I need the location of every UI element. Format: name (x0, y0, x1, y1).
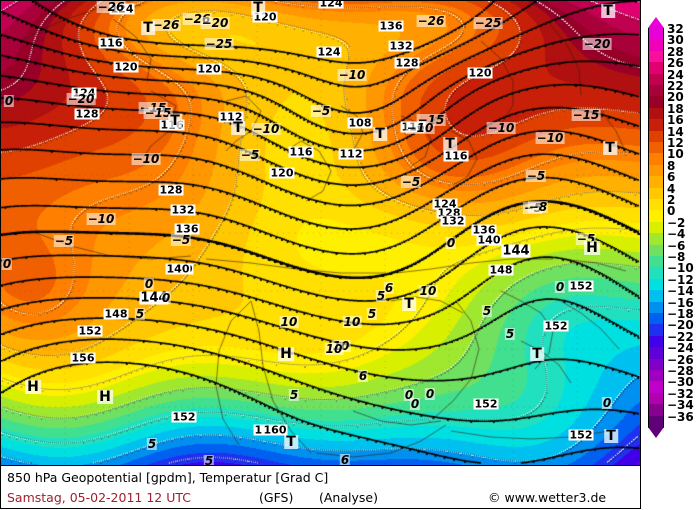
colorbar-tick-label: 24 (667, 67, 684, 82)
colorbar-tick-label: 30 (667, 33, 684, 48)
colorbar-tick-label: 14 (667, 124, 684, 139)
colorbar-tick-label: 16 (667, 113, 684, 128)
colorbar-tick-label: 32 (667, 22, 684, 36)
colorbar-tick-label: −14 (667, 284, 694, 299)
colorbar-tick-label: −30 (667, 375, 694, 390)
colorbar-tick-label: 26 (667, 56, 684, 71)
colorbar-tick-label: −34 (667, 398, 694, 413)
colorbar-tick-label: 10 (667, 147, 684, 162)
colorbar-tick-label: −2 (667, 215, 686, 230)
footer-field-label: 850 hPa Geopotential [gpdm], Temperatur … (7, 470, 329, 485)
colorbar-tick-label: −26 (667, 352, 694, 367)
colorbar-tick-label: 28 (667, 44, 684, 59)
colorbar-tick-label: −36 (667, 409, 694, 424)
footer-model-label: (GFS) (259, 490, 294, 505)
colorbar-tick-label: −22 (667, 329, 694, 344)
geopotential-contour-canvas (1, 1, 640, 465)
colorbar-tick-label: −10 (667, 261, 694, 276)
footer-credit-label: © www.wetter3.de (488, 490, 607, 505)
colorbar-tick-label: −20 (667, 318, 694, 333)
colorbar-tick-label: −32 (667, 386, 694, 401)
colorbar-tick-label: 20 (667, 90, 684, 105)
colorbar-bottom-arrow (648, 427, 664, 438)
colorbar-tick-label: −6 (667, 238, 686, 253)
colorbar-top-arrow (648, 17, 664, 28)
colorbar-tick-label: 8 (667, 158, 676, 173)
colorbar-tick-label: 12 (667, 136, 684, 150)
colorbar-tick-label: −12 (667, 272, 694, 287)
colorbar-tick-label: 0 (667, 204, 676, 219)
colorbar-tick-label: −4 (667, 227, 686, 242)
footer-datetime-label: Samstag, 05-02-2011 12 UTC (7, 490, 192, 505)
temperature-colorbar: 32 30 28 26 24 22 20 18 16 14 12 10 8 6 4 2 0 −2 −4 −6 −8 −10… (648, 17, 698, 457)
colorbar-tick-label: 2 (667, 193, 676, 207)
colorbar-tick-label: 18 (667, 101, 684, 116)
colorbar-tick-label: −8 (667, 250, 686, 264)
colorbar-tick-label: −18 (667, 307, 694, 321)
weather-map-panel[interactable]: 116 120 124 120 128 116 112 116 124 120 124 136 132 1… (0, 0, 641, 466)
colorbar-tick-label: −24 (667, 341, 694, 356)
colorbar-tick-label: −16 (667, 295, 694, 310)
colorbar-tick-label: 4 (667, 181, 676, 196)
colorbar-tick-label: 6 (667, 170, 676, 185)
colorbar-tick-label: −28 (667, 364, 694, 378)
map-footer: 850 hPa Geopotential [gpdm], Temperatur … (0, 466, 641, 509)
colorbar-tick-label: 22 (667, 79, 684, 93)
footer-runtype-label: (Analyse) (319, 490, 378, 505)
